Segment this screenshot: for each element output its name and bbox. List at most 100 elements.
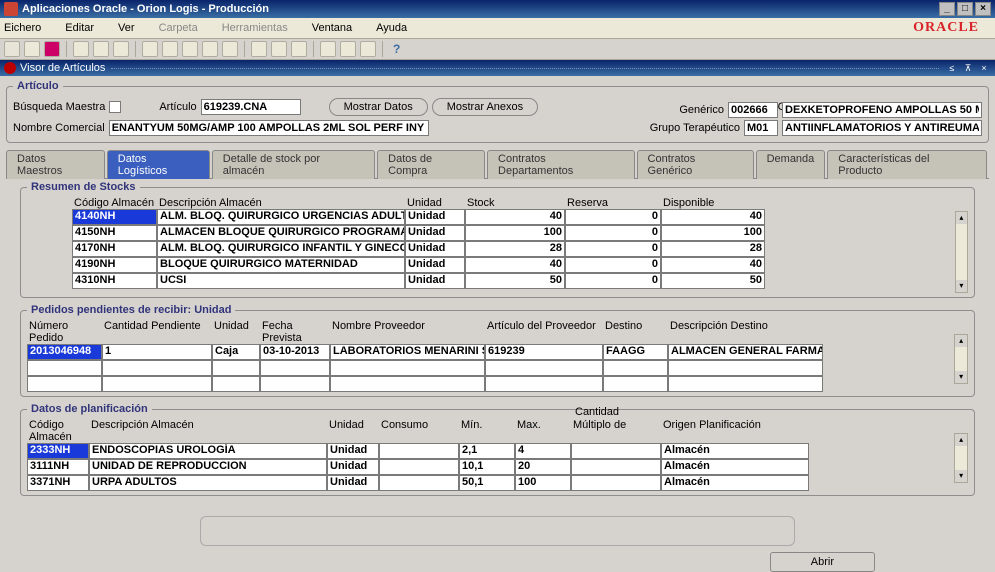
cell: 50 bbox=[465, 273, 565, 289]
table-row[interactable]: 4170NHALM. BLOQ. QUIRURGICO INFANTIL Y G… bbox=[72, 241, 955, 257]
mdi-minimize-button[interactable]: ≤ bbox=[945, 62, 959, 74]
tab-caracteristicas[interactable]: Características del Producto bbox=[827, 150, 987, 179]
tool-print-icon[interactable] bbox=[93, 41, 109, 57]
tool-delete-icon[interactable] bbox=[222, 41, 238, 57]
table-row[interactable]: 20130469481Caja03-10-2013LABORATORIOS ME… bbox=[27, 344, 954, 360]
tool-edit-icon[interactable] bbox=[251, 41, 267, 57]
cell: 0 bbox=[565, 225, 661, 241]
cell: 4170NH bbox=[72, 241, 157, 257]
scroll-up-icon[interactable]: ▴ bbox=[955, 434, 967, 446]
mdi-maximize-button[interactable]: ⊼ bbox=[961, 62, 975, 74]
menu-carpeta[interactable]: Carpeta bbox=[159, 22, 210, 34]
menu-fichero[interactable]: Eichero bbox=[4, 22, 53, 34]
tool-link-icon[interactable] bbox=[340, 41, 356, 57]
tab-datos-maestros[interactable]: Datos Maestros bbox=[6, 150, 105, 179]
menu-ver[interactable]: Ver bbox=[118, 22, 147, 34]
grupo-codigo-input[interactable] bbox=[744, 120, 778, 136]
cell: 3111NH bbox=[27, 459, 89, 475]
cell: UNIDAD DE REPRODUCCION bbox=[89, 459, 327, 475]
tool-paste-icon[interactable] bbox=[182, 41, 198, 57]
tool-save-icon[interactable] bbox=[73, 41, 89, 57]
pending-legend: Pedidos pendientes de recibir: Unidad bbox=[27, 304, 235, 316]
generico-codigo-input[interactable] bbox=[728, 102, 778, 118]
tab-demanda[interactable]: Demanda bbox=[756, 150, 826, 179]
mdi-close-button[interactable]: × bbox=[977, 62, 991, 74]
nombre-input[interactable] bbox=[109, 120, 429, 136]
cell bbox=[212, 360, 260, 376]
scroll-down-icon[interactable]: ▾ bbox=[956, 280, 967, 292]
busqueda-checkbox[interactable] bbox=[109, 101, 121, 113]
stocks-grid: Código Almacén Descripción Almacén Unida… bbox=[72, 197, 955, 293]
minimize-button[interactable]: _ bbox=[939, 2, 955, 16]
mostrar-anexos-button[interactable]: Mostrar Anexos bbox=[432, 98, 538, 116]
help-icon[interactable]: ? bbox=[389, 42, 404, 56]
table-row[interactable]: 4140NHALM. BLOQ. QUIRURGICO URGENCIAS AD… bbox=[72, 209, 955, 225]
cell bbox=[603, 360, 668, 376]
stocks-scrollbar[interactable]: ▴ ▾ bbox=[955, 211, 968, 293]
cell bbox=[27, 376, 102, 392]
tool-tools-icon[interactable] bbox=[291, 41, 307, 57]
table-row[interactable]: 4190NHBLOQUE QUIRURGICO MATERNIDADUnidad… bbox=[72, 257, 955, 273]
plan-head-mult: Múltiplo de bbox=[573, 419, 626, 431]
pending-scrollbar[interactable]: ▴ ▾ bbox=[954, 334, 968, 384]
scroll-down-icon[interactable]: ▾ bbox=[955, 371, 967, 383]
close-button[interactable]: × bbox=[975, 2, 991, 16]
tool-clear-icon[interactable] bbox=[202, 41, 218, 57]
cell: 10,1 bbox=[459, 459, 515, 475]
tab-datos-compra[interactable]: Datos de Compra bbox=[377, 150, 485, 179]
tool-folder-icon[interactable] bbox=[320, 41, 336, 57]
cell: BLOQUE QUIRURGICO MATERNIDAD bbox=[157, 257, 405, 273]
table-row[interactable]: 3371NHURPA ADULTOSUnidad50,1100Almacén bbox=[27, 475, 954, 491]
cell: Unidad bbox=[405, 209, 465, 225]
tab-contratos-dep[interactable]: Contratos Departamentos bbox=[487, 150, 635, 179]
cell: 40 bbox=[465, 257, 565, 273]
tool-printprev-icon[interactable] bbox=[113, 41, 129, 57]
cell bbox=[212, 376, 260, 392]
table-row[interactable]: 2333NHENDOSCOPIAS UROLOGÍAUnidad2,14Alma… bbox=[27, 443, 954, 459]
cell bbox=[27, 360, 102, 376]
tool-nav-icon[interactable] bbox=[24, 41, 40, 57]
generico-desc-input[interactable] bbox=[782, 102, 982, 118]
articulo-input[interactable] bbox=[201, 99, 301, 115]
cell: 20 bbox=[515, 459, 571, 475]
maximize-button[interactable]: □ bbox=[957, 2, 973, 16]
cell bbox=[379, 459, 459, 475]
table-row[interactable]: 4310NHUCSIUnidad50050 bbox=[72, 273, 955, 289]
tab-datos-logisticos[interactable]: Datos Logísticos bbox=[107, 150, 210, 179]
cell: ALMACEN BLOQUE QUIRURGICO PROGRAMADO 2 bbox=[157, 225, 405, 241]
tool-ball-icon[interactable] bbox=[44, 41, 60, 57]
table-row[interactable]: 3111NHUNIDAD DE REPRODUCCIONUnidad10,120… bbox=[27, 459, 954, 475]
cell: 2013046948 bbox=[27, 344, 102, 360]
table-row[interactable]: 4150NHALMACEN BLOQUE QUIRURGICO PROGRAMA… bbox=[72, 225, 955, 241]
cell: 0 bbox=[565, 209, 661, 225]
scroll-down-icon[interactable]: ▾ bbox=[955, 470, 967, 482]
menu-ventana[interactable]: Ventana bbox=[312, 22, 364, 34]
scroll-up-icon[interactable]: ▴ bbox=[956, 212, 967, 224]
tool-find-icon[interactable] bbox=[4, 41, 20, 57]
cell: LABORATORIOS MENARINI S/ bbox=[330, 344, 485, 360]
cell: 50,1 bbox=[459, 475, 515, 491]
menu-editar[interactable]: Editar bbox=[65, 22, 106, 34]
table-row[interactable] bbox=[27, 376, 954, 392]
scroll-up-icon[interactable]: ▴ bbox=[955, 335, 967, 347]
grupo-desc-input[interactable] bbox=[782, 120, 982, 136]
stocks-head-desc: Descripción Almacén bbox=[157, 197, 405, 209]
tool-copy-icon[interactable] bbox=[162, 41, 178, 57]
plan-scrollbar[interactable]: ▴ ▾ bbox=[954, 433, 968, 483]
table-row[interactable] bbox=[27, 360, 954, 376]
menu-herramientas[interactable]: Herramientas bbox=[222, 22, 300, 34]
cell: ENDOSCOPIAS UROLOGÍA bbox=[89, 443, 327, 459]
mostrar-datos-button[interactable]: Mostrar Datos bbox=[329, 98, 428, 116]
plan-head-desc: Descripción Almacén bbox=[89, 419, 327, 443]
cell: 100 bbox=[465, 225, 565, 241]
menu-ayuda[interactable]: Ayuda bbox=[376, 22, 419, 34]
tool-link2-icon[interactable] bbox=[360, 41, 376, 57]
plan-group: Datos de planificación Código Almacén De… bbox=[20, 403, 975, 496]
tab-detalle-stock[interactable]: Detalle de stock por almacén bbox=[212, 150, 375, 179]
tool-cut-icon[interactable] bbox=[142, 41, 158, 57]
tool-attach-icon[interactable] bbox=[271, 41, 287, 57]
cell bbox=[102, 360, 212, 376]
tab-contratos-gen[interactable]: Contratos Genérico bbox=[637, 150, 754, 179]
cell: UCSI bbox=[157, 273, 405, 289]
abrir-button[interactable]: Abrir bbox=[770, 552, 875, 572]
